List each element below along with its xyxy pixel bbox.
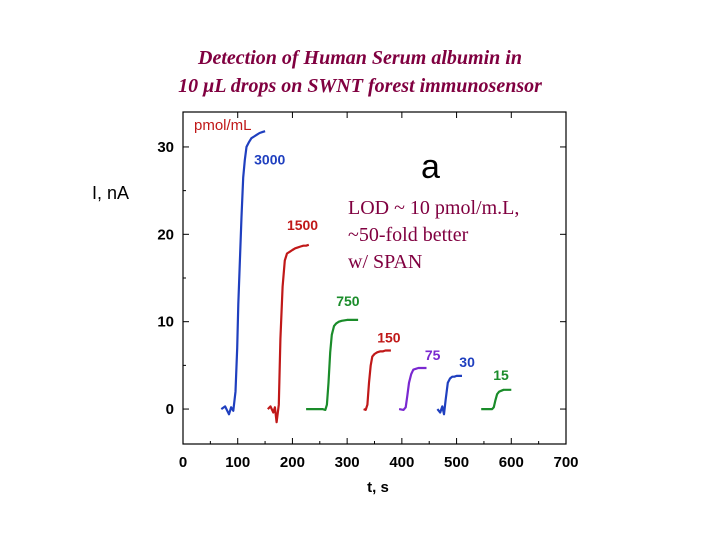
x-tick-label: 700 <box>553 454 578 471</box>
panel-label: a <box>421 148 440 186</box>
x-tick-label: 300 <box>335 454 360 471</box>
series-line-1500 <box>267 243 310 424</box>
series-label-30: 30 <box>459 354 475 370</box>
series-label-3000: 3000 <box>254 151 285 167</box>
y-tick-label: 20 <box>157 226 174 243</box>
series-label-150: 150 <box>377 330 401 346</box>
series-line-3000 <box>220 130 266 416</box>
series-line-750 <box>306 318 359 411</box>
series-line-150 <box>363 349 391 411</box>
y-tick-label: 0 <box>166 401 174 418</box>
series-line-15 <box>481 388 512 411</box>
series-line-30 <box>436 374 462 416</box>
series-label-15: 15 <box>493 367 509 383</box>
x-tick-label: 200 <box>280 454 305 471</box>
y-tick-label: 10 <box>157 314 174 331</box>
x-tick-label: 400 <box>389 454 414 471</box>
chart-title-line-1: Detection of Human Serum albumin in <box>198 47 522 69</box>
lod-annotation-line: ~50-fold better <box>348 224 469 246</box>
series-label-75: 75 <box>425 347 441 363</box>
unit-label: pmol/mL <box>194 117 252 134</box>
x-axis-label: t, s <box>367 479 389 496</box>
series-label-750: 750 <box>336 293 360 309</box>
x-tick-label: 500 <box>444 454 469 471</box>
lod-annotation-line: LOD ~ 10 pmol/m.L, <box>348 197 519 219</box>
series-label-1500: 1500 <box>287 217 318 233</box>
series-line-75 <box>398 366 427 411</box>
x-tick-label: 100 <box>225 454 250 471</box>
x-tick-label: 600 <box>499 454 524 471</box>
plot-frame <box>182 111 567 445</box>
lod-annotation-line: w/ SPAN <box>348 251 422 273</box>
x-tick-label: 0 <box>179 454 187 471</box>
y-tick-label: 30 <box>157 139 174 156</box>
chart-title-line-2: 10 μL drops on SWNT forest immunosensor <box>178 75 542 97</box>
y-axis-label: I, nA <box>92 183 129 203</box>
